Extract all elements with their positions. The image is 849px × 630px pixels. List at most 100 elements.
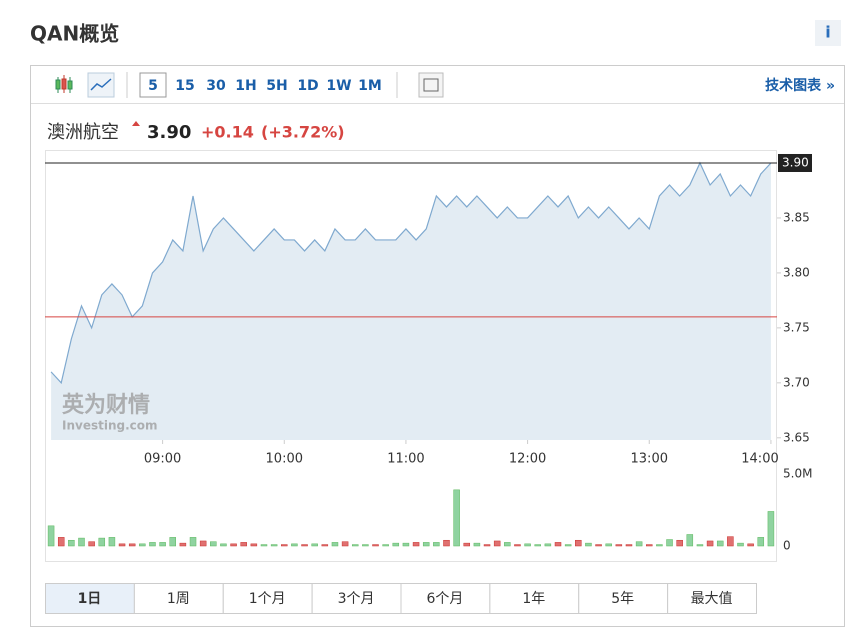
range-tab-label[interactable]: 3个月 xyxy=(338,591,375,607)
y-tick-label: 3.65 xyxy=(783,430,810,444)
volume-bar xyxy=(179,542,187,547)
info-icon[interactable]: i xyxy=(825,23,830,42)
volume-bar xyxy=(757,537,765,547)
volume-bar xyxy=(291,543,298,547)
timeframe-button[interactable]: 5 xyxy=(148,78,158,94)
volume-bar xyxy=(159,542,166,547)
range-tab[interactable] xyxy=(222,583,313,614)
range-tab-label[interactable]: 6个月 xyxy=(426,591,463,607)
timeframe-button[interactable]: 1H xyxy=(235,78,256,94)
range-tab[interactable] xyxy=(578,583,669,614)
volume-bar xyxy=(575,539,582,547)
timeframe-button[interactable]: 1D xyxy=(297,78,318,94)
volume-bar xyxy=(564,544,572,547)
volume-bar xyxy=(747,543,754,547)
title: QAN概览 xyxy=(30,22,119,46)
range-tab-label[interactable]: 1日 xyxy=(78,591,102,607)
y2-tick-label: 5.0M xyxy=(783,467,812,481)
technical-link[interactable]: 技术图表 » xyxy=(765,77,835,94)
volume-bar xyxy=(220,543,227,547)
line-icon[interactable] xyxy=(87,72,115,98)
volume-bar xyxy=(625,544,633,547)
table-icon[interactable] xyxy=(418,72,444,98)
volume-bar xyxy=(686,534,694,547)
volume-bar xyxy=(666,539,673,547)
volume-bar xyxy=(646,544,653,547)
volume-bar xyxy=(108,537,116,547)
volume-bar xyxy=(250,543,258,547)
volume-bar xyxy=(595,544,602,547)
volume-bar xyxy=(281,544,288,547)
range-tab[interactable] xyxy=(133,583,224,614)
volume-bar xyxy=(270,544,278,547)
volume-bar xyxy=(716,540,724,547)
volume-bar xyxy=(443,539,450,547)
volume-bar xyxy=(68,539,75,547)
x-tick-label: 13:00 xyxy=(631,452,668,467)
volume-bar xyxy=(544,543,552,547)
volume-bar xyxy=(230,543,237,547)
volume-bar xyxy=(362,544,369,547)
volume-bar xyxy=(676,539,683,547)
volume-bar xyxy=(737,542,744,547)
timeframe-button[interactable]: 30 xyxy=(206,78,226,94)
range-tab[interactable] xyxy=(489,583,580,614)
volume-bar xyxy=(128,543,136,547)
volume-bar xyxy=(473,542,481,547)
volume-bar xyxy=(493,540,501,547)
volume-bar xyxy=(504,542,511,547)
volume-bar xyxy=(433,542,440,547)
volume-bar xyxy=(585,542,592,547)
range-tab-label[interactable]: 1周 xyxy=(167,591,190,607)
volume-bar xyxy=(351,544,359,547)
candle-icon[interactable] xyxy=(55,75,73,93)
x-tick-label: 14:00 xyxy=(741,452,778,467)
volume-bar xyxy=(210,541,217,547)
volume-bar xyxy=(169,537,176,547)
range-tab-label[interactable]: 5年 xyxy=(611,591,634,607)
volume-bar xyxy=(98,537,106,547)
volume-bar xyxy=(483,544,491,547)
range-tab[interactable] xyxy=(667,583,757,614)
volume-bar xyxy=(635,541,643,547)
volume-bar xyxy=(88,541,95,547)
y-tick-label: 3.75 xyxy=(783,320,810,334)
range-tab[interactable] xyxy=(45,583,135,614)
volume-bar xyxy=(189,537,197,547)
change: +0.14 xyxy=(201,123,254,142)
timeframe-button[interactable]: 15 xyxy=(175,78,194,94)
range-tab-label[interactable]: 最大值 xyxy=(691,591,733,607)
volume-bar xyxy=(392,542,400,547)
info-button[interactable] xyxy=(815,20,841,46)
timeframe-button[interactable]: 5H xyxy=(266,78,287,94)
price: 3.90 xyxy=(147,122,191,143)
last-price-box xyxy=(778,153,812,172)
range-tab[interactable] xyxy=(400,583,491,614)
volume-bar xyxy=(382,544,389,547)
line-icon-glyph xyxy=(90,78,112,91)
volume-bar xyxy=(78,537,85,547)
x-tick-label: 09:00 xyxy=(144,452,181,467)
volume-bar xyxy=(534,544,541,547)
volume-bar xyxy=(453,489,460,547)
watermark-en: Investing.com xyxy=(62,419,158,433)
range-tab-label[interactable]: 1个月 xyxy=(249,591,286,607)
timeframe-button[interactable]: 1W xyxy=(326,78,351,94)
watermark-cn: 英为财情 xyxy=(62,392,150,418)
timeframe-selected xyxy=(139,72,167,98)
plot-frame xyxy=(45,150,777,562)
instrument-name: 澳洲航空 xyxy=(47,122,119,143)
volume-bar xyxy=(321,544,329,547)
volume-bar xyxy=(199,540,207,547)
volume-bar xyxy=(696,544,704,547)
up-arrow xyxy=(132,121,140,126)
volume-bar xyxy=(463,542,471,547)
last-price-label: 3.90 xyxy=(782,155,809,169)
range-tab-label[interactable]: 1年 xyxy=(522,591,545,607)
volume-bar xyxy=(149,542,156,547)
volume-bar xyxy=(554,542,562,547)
volume-bar xyxy=(656,544,663,547)
widget-frame xyxy=(30,65,845,627)
timeframe-button[interactable]: 1M xyxy=(358,78,382,94)
range-tabs: 1日 1周 1个月 3个月 6个月 1年 5年 最大值 xyxy=(45,583,757,614)
